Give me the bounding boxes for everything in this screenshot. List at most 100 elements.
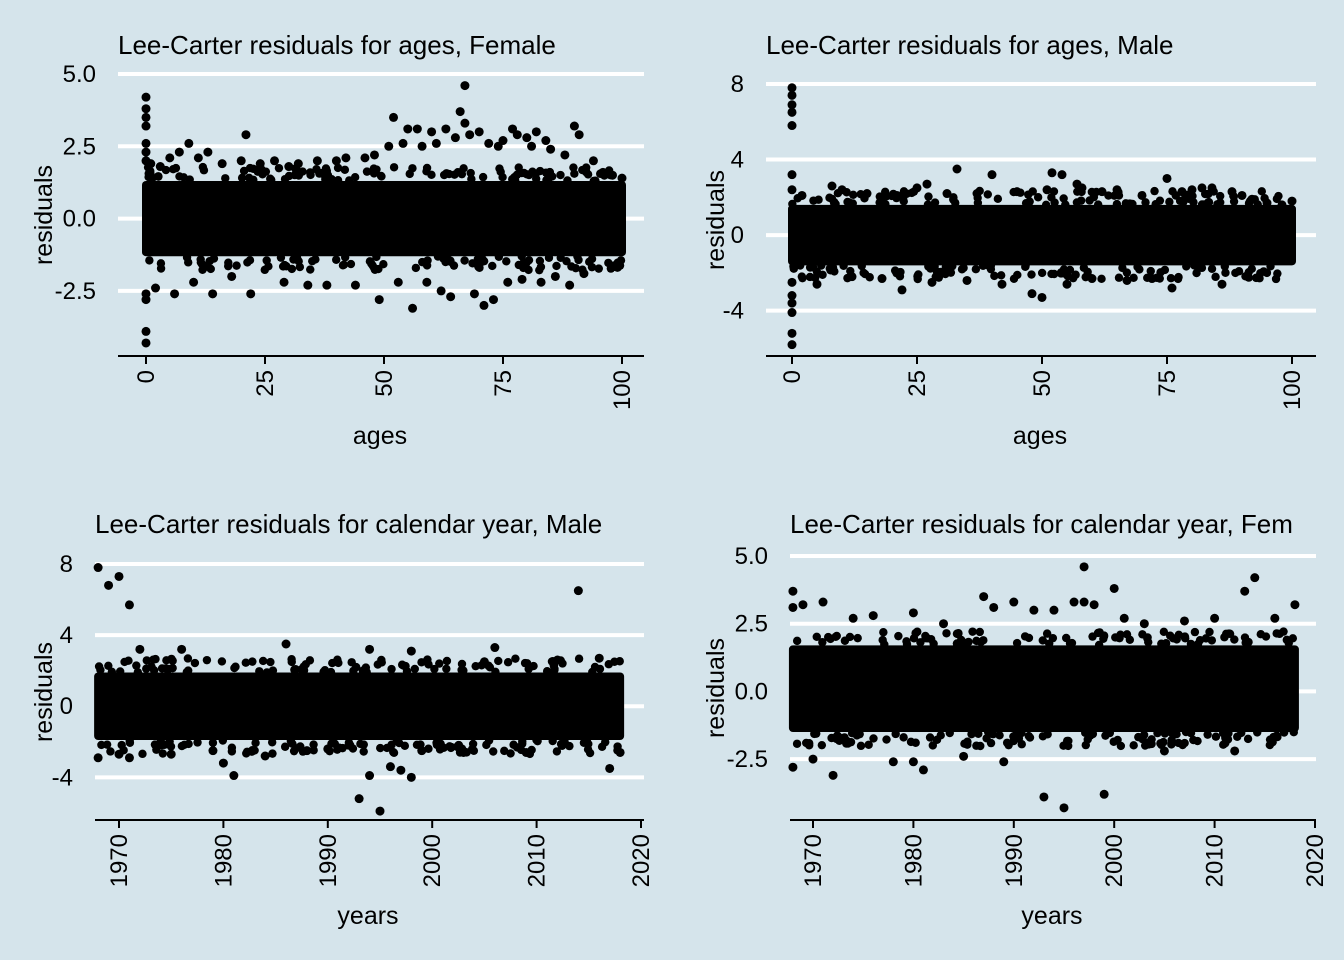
residual-point bbox=[474, 127, 484, 137]
residual-point bbox=[208, 289, 218, 299]
residual-point bbox=[1166, 273, 1176, 283]
residual-point bbox=[375, 806, 385, 816]
residual-point bbox=[953, 629, 963, 639]
residual-point bbox=[339, 260, 349, 269]
residual-point bbox=[544, 174, 553, 183]
residual-point bbox=[882, 191, 892, 201]
residual-point bbox=[1115, 633, 1124, 643]
residual-point bbox=[255, 667, 264, 676]
residual-point bbox=[972, 189, 982, 199]
residual-point bbox=[1155, 196, 1165, 205]
residual-point bbox=[1125, 199, 1134, 208]
residual-point bbox=[520, 658, 530, 668]
residual-point bbox=[837, 185, 847, 195]
y-tick-label: -2.5 bbox=[55, 278, 96, 305]
residual-point bbox=[1009, 274, 1019, 284]
residual-point bbox=[326, 667, 336, 677]
residual-point bbox=[224, 258, 233, 267]
residual-point bbox=[574, 130, 584, 140]
residual-point bbox=[1089, 600, 1099, 610]
residual-point bbox=[853, 633, 862, 643]
residual-point bbox=[1277, 200, 1287, 210]
residual-point bbox=[902, 637, 911, 646]
residual-point bbox=[1186, 728, 1196, 738]
residual-point bbox=[990, 271, 999, 281]
residual-point bbox=[1211, 732, 1221, 741]
residual-point bbox=[132, 661, 141, 670]
residual-point bbox=[236, 156, 246, 166]
residual-point bbox=[312, 165, 321, 174]
residual-point bbox=[573, 586, 583, 596]
residual-point bbox=[459, 747, 469, 757]
residual-point bbox=[467, 174, 476, 184]
dense-point-band bbox=[788, 204, 1296, 266]
residual-point bbox=[949, 193, 958, 202]
y-tick-label: 2.5 bbox=[63, 133, 96, 160]
residual-point bbox=[1159, 627, 1169, 637]
residual-point bbox=[1093, 200, 1103, 209]
residual-point bbox=[229, 771, 239, 781]
residual-point bbox=[231, 662, 240, 671]
residual-point bbox=[190, 658, 200, 668]
residual-point bbox=[1043, 730, 1052, 739]
residual-point bbox=[865, 273, 874, 282]
residual-point bbox=[1279, 627, 1288, 636]
residual-point bbox=[828, 770, 838, 780]
residual-point bbox=[1247, 264, 1256, 274]
residual-point bbox=[193, 153, 203, 163]
residual-point bbox=[260, 751, 270, 761]
residual-point bbox=[217, 657, 227, 666]
residual-point bbox=[319, 667, 328, 677]
residual-point bbox=[1290, 600, 1300, 610]
residual-point bbox=[1042, 629, 1052, 638]
residual-point bbox=[1012, 638, 1022, 648]
x-tick-label: 25 bbox=[252, 370, 279, 397]
residual-point bbox=[988, 730, 998, 739]
residual-point bbox=[1279, 728, 1289, 737]
residual-point bbox=[444, 169, 454, 179]
residual-point bbox=[879, 628, 888, 637]
residual-point bbox=[232, 261, 241, 270]
residual-point bbox=[287, 654, 296, 664]
residual-point bbox=[333, 163, 343, 173]
residual-point bbox=[141, 295, 151, 305]
residual-point bbox=[973, 198, 983, 208]
residual-point bbox=[945, 728, 954, 738]
residual-point bbox=[389, 163, 399, 172]
residual-point bbox=[460, 81, 470, 91]
residual-point bbox=[369, 150, 379, 160]
residual-point bbox=[814, 195, 823, 204]
residual-point bbox=[1109, 583, 1119, 593]
residual-point bbox=[840, 636, 850, 645]
residual-point bbox=[1266, 262, 1275, 271]
residual-point bbox=[1125, 635, 1135, 645]
residual-point bbox=[1237, 190, 1247, 200]
residual-point bbox=[93, 753, 103, 763]
residual-point bbox=[1135, 265, 1144, 274]
residual-point bbox=[156, 259, 166, 268]
residual-point bbox=[787, 185, 797, 195]
residual-point bbox=[1017, 740, 1026, 749]
residual-point bbox=[1143, 634, 1152, 643]
residual-point bbox=[787, 107, 797, 117]
residual-point bbox=[495, 164, 504, 173]
residual-point bbox=[1147, 274, 1157, 284]
residual-point bbox=[952, 639, 962, 648]
residual-point bbox=[469, 746, 479, 755]
residual-point bbox=[141, 121, 151, 131]
residual-point bbox=[613, 263, 622, 272]
residual-point bbox=[403, 124, 413, 134]
residual-point bbox=[1039, 792, 1049, 802]
residual-point bbox=[354, 794, 364, 804]
residual-point bbox=[135, 644, 145, 654]
residual-point bbox=[237, 173, 247, 183]
residual-point bbox=[1211, 272, 1220, 282]
residual-point bbox=[1024, 633, 1034, 643]
x-tick-label: 1970 bbox=[800, 834, 827, 887]
residual-point bbox=[787, 90, 797, 100]
residual-point bbox=[436, 286, 446, 296]
residual-point bbox=[436, 739, 445, 749]
residual-point bbox=[209, 254, 219, 263]
residual-point bbox=[817, 740, 827, 750]
residual-point bbox=[198, 162, 208, 172]
